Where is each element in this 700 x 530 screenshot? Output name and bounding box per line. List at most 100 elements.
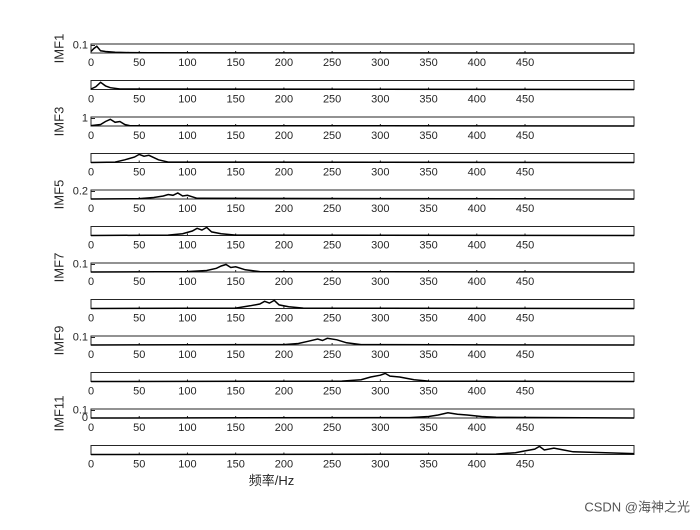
axes-box (90, 153, 635, 163)
x-tick-label: 300 (371, 385, 389, 397)
x-tick-label: 0 (88, 239, 94, 251)
spectrum-line (90, 45, 635, 54)
x-tick-label: 200 (275, 130, 293, 142)
x-tick-label: 350 (419, 385, 437, 397)
x-tick-label: 0 (88, 458, 94, 470)
x-tick-label: 450 (516, 458, 534, 470)
x-tick-label: 400 (468, 276, 486, 288)
x-tick-label: 0 (88, 93, 94, 105)
x-tick-label: 200 (275, 458, 293, 470)
x-tick-label: 200 (275, 203, 293, 215)
x-tick-label: 250 (323, 422, 341, 434)
x-tick-label: 450 (516, 166, 534, 178)
x-tick-label: 250 (323, 130, 341, 142)
x-tick-label: 0 (88, 203, 94, 215)
x-tick-label: 200 (275, 166, 293, 178)
y-tick-label: 0.1 (73, 331, 88, 343)
x-tick-label: 50 (133, 458, 145, 470)
spectrum-line (90, 337, 635, 346)
x-tick-label: 100 (178, 166, 196, 178)
x-tick-label: 200 (275, 93, 293, 105)
x-tick-label: 200 (275, 57, 293, 69)
spectrum-line (90, 299, 635, 310)
x-tick-label: 0 (88, 130, 94, 142)
x-tick-label: 400 (468, 130, 486, 142)
x-tick-label: 450 (516, 203, 534, 215)
x-tick-label: 0 (88, 385, 94, 397)
x-tick-label: 150 (226, 166, 244, 178)
x-axis-label: 频率/Hz (249, 473, 295, 488)
spectrum-line (90, 192, 635, 200)
x-tick-label: 100 (178, 422, 196, 434)
x-tick-label: 450 (516, 385, 534, 397)
x-tick-label: 50 (133, 239, 145, 251)
axes-box (90, 372, 635, 382)
x-tick-label: 250 (323, 57, 341, 69)
x-tick-label: 250 (323, 458, 341, 470)
x-tick-label: 450 (516, 349, 534, 361)
x-tick-label: 250 (323, 203, 341, 215)
x-tick-label: 300 (371, 57, 389, 69)
x-tick-label: 100 (178, 130, 196, 142)
x-tick-label: 150 (226, 57, 244, 69)
axes-box (90, 299, 635, 309)
spectrum-line (90, 153, 635, 164)
x-tick-label: 0 (88, 166, 94, 178)
x-tick-label: 400 (468, 57, 486, 69)
axes-box (90, 335, 635, 346)
x-tick-label: 450 (516, 422, 534, 434)
x-tick-label: 350 (419, 130, 437, 142)
x-tick-label: 350 (419, 239, 437, 251)
spectrum-line (90, 81, 635, 91)
x-tick-label: 50 (133, 166, 145, 178)
x-tick-label: 0 (88, 276, 94, 288)
x-tick-label: 100 (178, 458, 196, 470)
spectrum-line (90, 118, 635, 127)
x-tick-label: 50 (133, 276, 145, 288)
x-tick-label: 150 (226, 422, 244, 434)
x-tick-label: 200 (275, 349, 293, 361)
x-tick-label: 100 (178, 349, 196, 361)
x-tick-label: 250 (323, 385, 341, 397)
y-tick-label: 0.1 (73, 258, 88, 270)
axes-box (90, 116, 635, 127)
spectrum-line (90, 445, 635, 456)
x-tick-label: 100 (178, 203, 196, 215)
x-tick-label: 350 (419, 276, 437, 288)
x-tick-label: 350 (419, 57, 437, 69)
x-tick-label: 300 (371, 349, 389, 361)
y-axis-label: IMF11 (51, 396, 66, 432)
x-tick-label: 50 (133, 312, 145, 324)
x-tick-label: 150 (226, 276, 244, 288)
watermark: CSDN @海神之光 (584, 499, 690, 514)
y-axis-label: IMF3 (51, 107, 66, 137)
x-tick-label: 250 (323, 349, 341, 361)
x-tick-label: 300 (371, 203, 389, 215)
x-tick-label: 450 (516, 239, 534, 251)
x-tick-label: 50 (133, 385, 145, 397)
x-tick-label: 250 (323, 93, 341, 105)
spectrum-line (90, 226, 635, 237)
x-tick-label: 200 (275, 239, 293, 251)
x-tick-label: 150 (226, 349, 244, 361)
x-tick-label: 50 (133, 422, 145, 434)
x-tick-label: 50 (133, 93, 145, 105)
x-tick-label: 100 (178, 93, 196, 105)
x-tick-label: 50 (133, 349, 145, 361)
y-tick-label: 0.1 (73, 404, 88, 416)
x-tick-label: 100 (178, 312, 196, 324)
x-tick-label: 350 (419, 422, 437, 434)
x-tick-label: 350 (419, 349, 437, 361)
x-tick-label: 150 (226, 458, 244, 470)
x-tick-label: 300 (371, 130, 389, 142)
x-tick-label: 150 (226, 130, 244, 142)
spectrum-line (90, 263, 635, 273)
spectrum-line (90, 372, 635, 383)
x-tick-label: 0 (88, 349, 94, 361)
x-tick-label: 150 (226, 239, 244, 251)
x-tick-label: 50 (133, 130, 145, 142)
x-tick-label: 450 (516, 130, 534, 142)
x-tick-label: 300 (371, 312, 389, 324)
